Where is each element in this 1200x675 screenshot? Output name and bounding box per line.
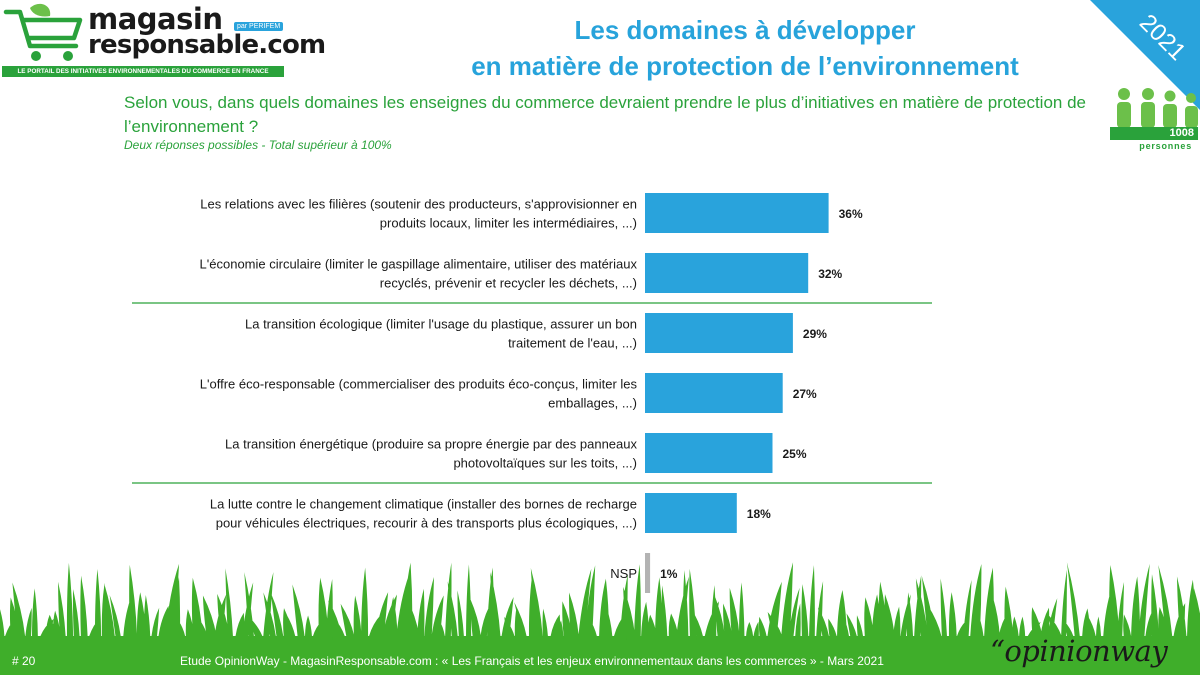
- data-label-4: 27%: [793, 387, 817, 401]
- category-label-1-line-1: Les relations avec les filières (souteni…: [200, 197, 637, 212]
- category-label-5-line-1: La transition énergétique (produire sa p…: [225, 437, 637, 452]
- data-label-6: 18%: [747, 507, 771, 521]
- bar-7: [645, 553, 651, 593]
- bar-3: [645, 313, 793, 353]
- horizontal-bar-chart: 36% Les relations avec les filières (sout…: [132, 193, 932, 593]
- bar-4: [645, 373, 783, 413]
- shopping-cart-icon: [3, 3, 83, 61]
- data-label-3: 29%: [803, 327, 827, 341]
- opinionway-logo: “opinionway: [990, 634, 1168, 668]
- brand-tagline: LE PORTAIL DES INITIATIVES ENVIRONNEMENT…: [2, 66, 284, 77]
- category-label-2-line-2: recyclés, prévenir et recycler les déche…: [380, 276, 637, 291]
- sample-count: 1008: [1110, 127, 1198, 140]
- title-line-2: en matière de protection de l’environnem…: [471, 51, 1019, 81]
- year-corner-ribbon: 2021: [1090, 0, 1200, 110]
- data-label-2: 32%: [818, 267, 842, 281]
- data-label-7: 1%: [660, 567, 678, 581]
- data-label-1: 36%: [839, 207, 863, 221]
- brand-line-1: magasin: [88, 2, 223, 36]
- data-label-5: 25%: [783, 447, 807, 461]
- bar-5: [645, 433, 773, 473]
- category-label-6-line-2: pour véhicules électriques, recourir à d…: [216, 516, 637, 531]
- bar-2: [645, 253, 809, 293]
- category-label-6-line-1: La lutte contre le changement climatique…: [210, 497, 637, 512]
- category-label-5-line-2: photovoltaïques sur les toits, ...): [453, 456, 637, 471]
- page-number: # 20: [12, 654, 36, 668]
- question-text: Selon vous, dans quels domaines les ense…: [124, 93, 1087, 136]
- partner-badge: par PERIFEM: [234, 22, 284, 31]
- category-label-4-line-2: emballages, ...): [548, 396, 637, 411]
- page-title: Les domaines à développer en matière de …: [400, 12, 1090, 84]
- bar-6: [645, 493, 737, 533]
- grass-decoration: [0, 562, 1200, 675]
- category-label-7-line-1: NSP: [610, 566, 637, 581]
- brand-line-2: responsable.com: [88, 30, 326, 60]
- category-label-4-line-1: L'offre éco-responsable (commercialiser …: [200, 377, 638, 392]
- sample-label: personnes: [1139, 141, 1192, 151]
- footer-source: Etude OpinionWay - MagasinResponsable.co…: [180, 654, 884, 668]
- question-note: Deux réponses possibles - Total supérieu…: [124, 138, 392, 152]
- title-line-1: Les domaines à développer: [574, 15, 916, 45]
- magasin-responsable-logo: magasin responsable.com par PERIFEM LE P…: [0, 0, 326, 80]
- category-label-1-line-2: produits locaux, limiter les intermédiai…: [380, 216, 637, 231]
- sample-size-badge: 1008 personnes: [1108, 86, 1198, 156]
- category-label-3-line-1: La transition écologique (limiter l'usag…: [245, 317, 637, 332]
- category-label-3-line-2: traitement de l'eau, ...): [508, 336, 637, 351]
- people-icon: [1117, 88, 1198, 128]
- category-label-2-line-1: L'économie circulaire (limiter le gaspil…: [200, 257, 638, 272]
- bar-1: [645, 193, 829, 233]
